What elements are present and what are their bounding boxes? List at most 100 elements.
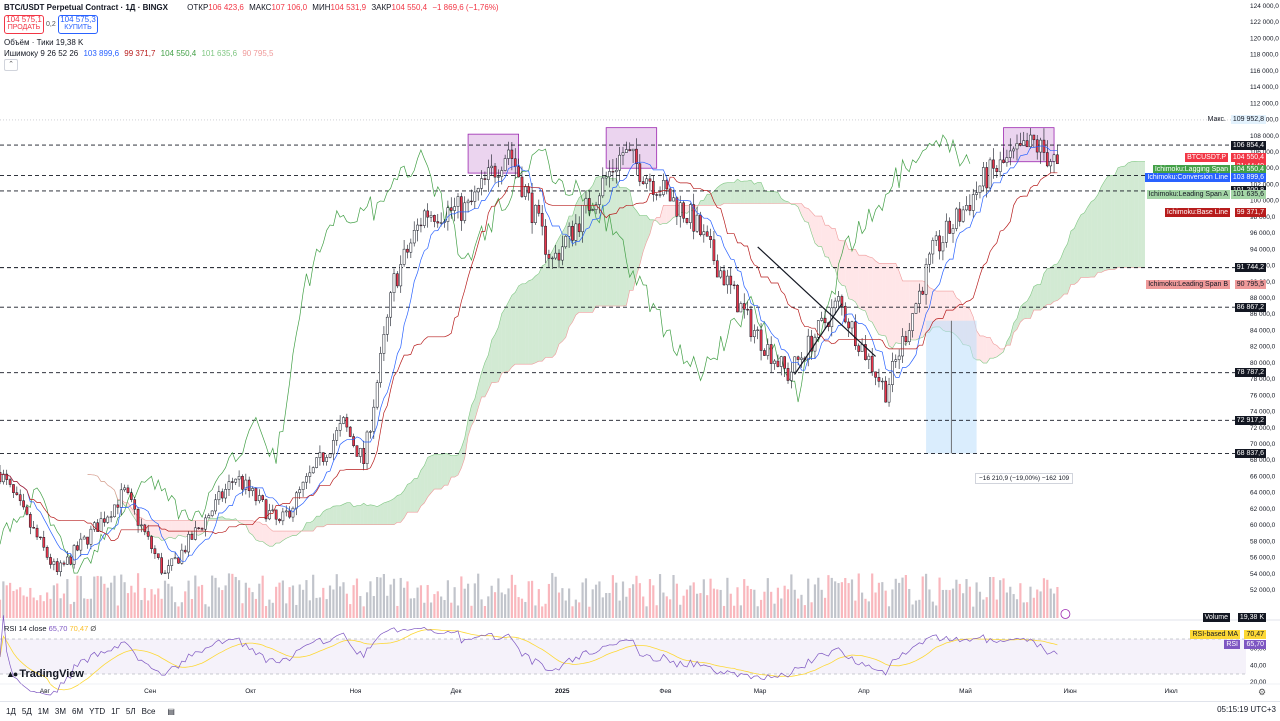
candle-up <box>282 512 284 521</box>
utc-clock[interactable]: 05:15:19 UTC+3 <box>1217 705 1276 714</box>
volume-bar <box>1046 580 1048 618</box>
volume-bar <box>110 583 112 618</box>
candle-up <box>295 493 297 508</box>
candle-up <box>400 264 402 285</box>
candle-down <box>161 558 163 573</box>
volume-bar <box>255 599 257 618</box>
volume-bar <box>874 593 876 618</box>
cloud-segment <box>327 509 330 525</box>
candle-down <box>649 179 651 181</box>
cloud-segment <box>471 399 474 426</box>
volume-bar <box>888 606 890 618</box>
volume-bar <box>43 601 45 618</box>
cloud-segment <box>727 183 730 204</box>
volume-bar <box>194 576 196 618</box>
volume-bar <box>868 601 870 618</box>
price-axis-tick: 82 000,0 <box>1250 344 1276 351</box>
volume-bar <box>302 590 304 618</box>
volume-bar <box>810 602 812 618</box>
volume-bar <box>932 602 934 618</box>
volume-bar <box>595 585 597 618</box>
cloud-segment <box>263 524 266 544</box>
timeframe-1m[interactable]: 1М <box>38 707 49 716</box>
candle-down <box>460 197 462 221</box>
candle-up <box>501 170 503 176</box>
volume-bar <box>1033 598 1035 618</box>
volume-legend[interactable]: Объём · Тики 19,38 K <box>4 38 83 47</box>
timeframe-1d[interactable]: 1Д <box>6 707 16 716</box>
candle-down <box>733 285 735 286</box>
cloud-segment <box>781 198 784 203</box>
candle-down <box>713 240 715 261</box>
timeframe-5d[interactable]: 5Д <box>22 707 32 716</box>
max-price-label: Макс. <box>1206 115 1228 124</box>
cloud-segment <box>1034 285 1037 311</box>
volume-bar <box>80 576 82 618</box>
candle-up <box>720 271 722 277</box>
volume-bar <box>585 578 587 618</box>
volume-bar <box>518 597 520 618</box>
timeframe-5y[interactable]: 5Л <box>126 707 136 716</box>
volume-bar <box>753 590 755 618</box>
cloud-segment <box>1098 187 1101 273</box>
candle-down <box>437 222 439 223</box>
timeframe-6m[interactable]: 6М <box>72 707 83 716</box>
cloud-segment <box>869 257 872 322</box>
candle-down <box>127 488 129 493</box>
cloud-segment <box>1118 166 1121 267</box>
volume-bar <box>922 576 924 618</box>
candle-down <box>922 291 924 294</box>
cloud-segment <box>1121 166 1124 267</box>
gear-icon[interactable]: ⚙ <box>1258 687 1266 698</box>
timeframe-1y[interactable]: 1Г <box>111 707 120 716</box>
chevron-up-icon[interactable]: ⌃ <box>4 59 18 71</box>
candle-down <box>356 446 358 457</box>
candle-up <box>204 518 206 529</box>
candle-up <box>662 180 664 194</box>
ichimoku-legend[interactable]: Ишимоку 9 26 52 26 103 899,6 99 371,7 10… <box>4 49 276 58</box>
volume-bar <box>686 590 688 618</box>
close-label: ЗАКР <box>371 3 391 12</box>
volume-bar <box>568 588 570 618</box>
buy-button[interactable]: 104 575,3 КУПИТЬ <box>58 15 98 34</box>
cloud-segment <box>1111 175 1114 269</box>
calendar-range-icon[interactable]: ▤ <box>167 707 175 716</box>
volume-bar <box>113 576 115 618</box>
timeframe-ytd[interactable]: YTD <box>89 707 105 716</box>
volume-bar <box>134 592 136 618</box>
candle-up <box>208 516 210 518</box>
cloud-segment <box>849 249 852 299</box>
candle-up <box>942 242 944 251</box>
volume-bar <box>181 602 183 618</box>
candle-up <box>174 558 176 559</box>
candle-down <box>420 225 422 226</box>
cloud-segment <box>401 490 404 522</box>
volume-bar <box>635 576 637 618</box>
candle-down <box>36 528 38 537</box>
volume-bar <box>83 598 85 618</box>
measure-label: −16 210,9 (−19,00%) −162 109 <box>975 473 1073 484</box>
cloud-segment <box>317 516 320 527</box>
volume-bar <box>470 606 472 618</box>
cloud-segment <box>394 495 397 524</box>
symbol-title[interactable]: BTC/USDT Perpetual Contract · 1Д · BINGX <box>4 3 168 12</box>
timeframe-3m[interactable]: 3М <box>55 707 66 716</box>
rsi-legend[interactable]: RSI 14 close 65,70 70,47 Ø <box>4 624 96 633</box>
cloud-segment <box>980 336 983 363</box>
timeframe-all[interactable]: Все <box>142 707 156 716</box>
volume-bar <box>915 601 917 618</box>
volume-bar <box>514 585 516 618</box>
volume-bar <box>16 589 18 618</box>
volume-bar <box>989 577 991 618</box>
tradingview-logo-icon[interactable]: ▲●TradingView <box>6 668 84 680</box>
cloud-segment <box>657 217 660 224</box>
sell-button[interactable]: 104 575,1 ПРОДАТЬ <box>4 15 44 34</box>
volume-bar <box>1009 587 1011 618</box>
volume-bar <box>969 587 971 618</box>
candle-up <box>965 205 967 210</box>
candle-up <box>379 353 381 382</box>
candle-up <box>299 490 301 493</box>
cloud-segment <box>519 284 522 364</box>
cloud-segment <box>431 455 434 493</box>
